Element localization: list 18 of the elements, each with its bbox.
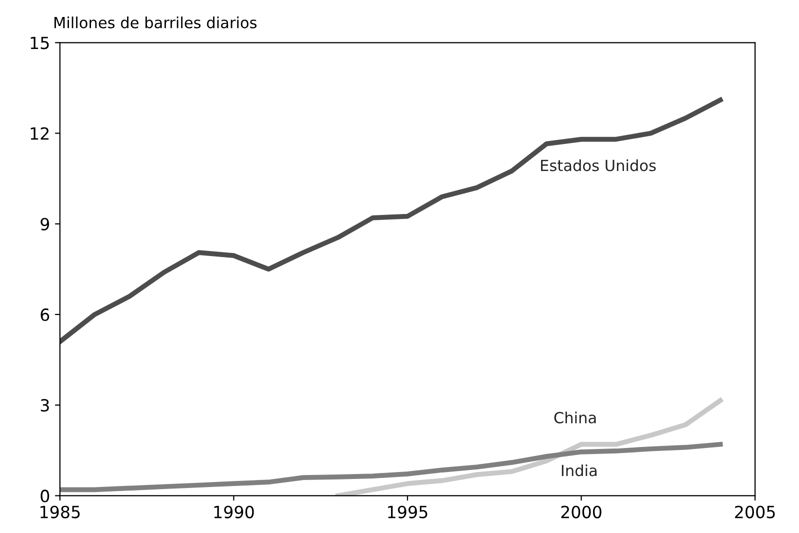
y-axis-title: Millones de barriles diarios bbox=[54, 16, 257, 28]
x-tick-label: 2000 bbox=[561, 506, 602, 518]
line-series bbox=[336, 398, 723, 496]
y-tick-label: 12 bbox=[30, 127, 49, 140]
y-tick-label: 6 bbox=[40, 308, 50, 322]
line-series bbox=[60, 442, 723, 492]
x-tick-label: 2005 bbox=[735, 506, 775, 518]
series-label: India bbox=[562, 464, 597, 476]
series-label: Estados Unidos bbox=[541, 159, 656, 172]
x-tick-label: 1985 bbox=[40, 506, 80, 518]
y-tick-label: 0 bbox=[40, 490, 50, 502]
x-tick-label: 1995 bbox=[388, 506, 428, 518]
y-tick-label: 15 bbox=[30, 36, 49, 50]
x-tick-label: 1990 bbox=[214, 506, 254, 518]
y-tick-label: 9 bbox=[40, 218, 50, 230]
series-label: China bbox=[554, 412, 596, 424]
y-tick-label: 3 bbox=[40, 399, 49, 412]
line-series bbox=[60, 98, 723, 344]
